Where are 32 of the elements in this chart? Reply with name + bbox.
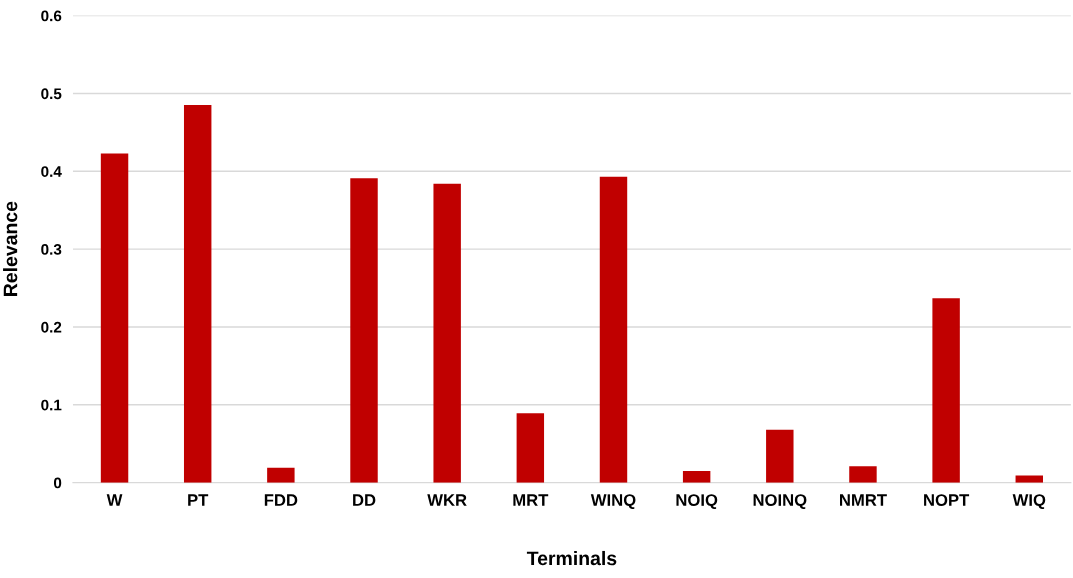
- bar: [516, 413, 545, 483]
- y-tick-label: 0.3: [41, 243, 62, 255]
- x-tick-label: WKR: [427, 494, 467, 506]
- x-axis-title: Terminals: [526, 550, 617, 566]
- x-tick-label: NOIQ: [676, 494, 718, 510]
- bar: [599, 176, 628, 483]
- x-tick-label: NOINQ: [753, 494, 807, 510]
- bar: [849, 466, 877, 483]
- x-tick-label: NMRT: [840, 494, 887, 506]
- x-tick-label: FDD: [264, 494, 298, 506]
- bar: [350, 178, 378, 483]
- x-tick-label: NOPT: [924, 494, 970, 506]
- y-tick-label: 0: [53, 477, 62, 489]
- x-tick-label: WINQ: [590, 494, 636, 510]
- bar: [183, 105, 212, 483]
- bar: [766, 429, 794, 483]
- x-tick-label: WIQ: [1012, 494, 1046, 510]
- bar: [932, 298, 960, 483]
- y-tick-label: 0.4: [41, 166, 62, 177]
- y-tick-label: 0.1: [41, 399, 62, 411]
- bar: [267, 467, 295, 483]
- x-tick-label: W: [106, 494, 123, 506]
- y-tick-label: 0.6: [41, 10, 62, 22]
- bar: [100, 153, 129, 483]
- x-tick-label: PT: [188, 494, 209, 506]
- y-axis-title: Relevance: [3, 201, 18, 296]
- x-tick-label: DD: [353, 494, 376, 506]
- y-tick-label: 0.2: [41, 321, 62, 333]
- bar: [433, 183, 461, 483]
- x-tick-label: MRT: [513, 494, 549, 506]
- y-tick-label: 0.5: [41, 88, 62, 100]
- bar: [682, 470, 711, 483]
